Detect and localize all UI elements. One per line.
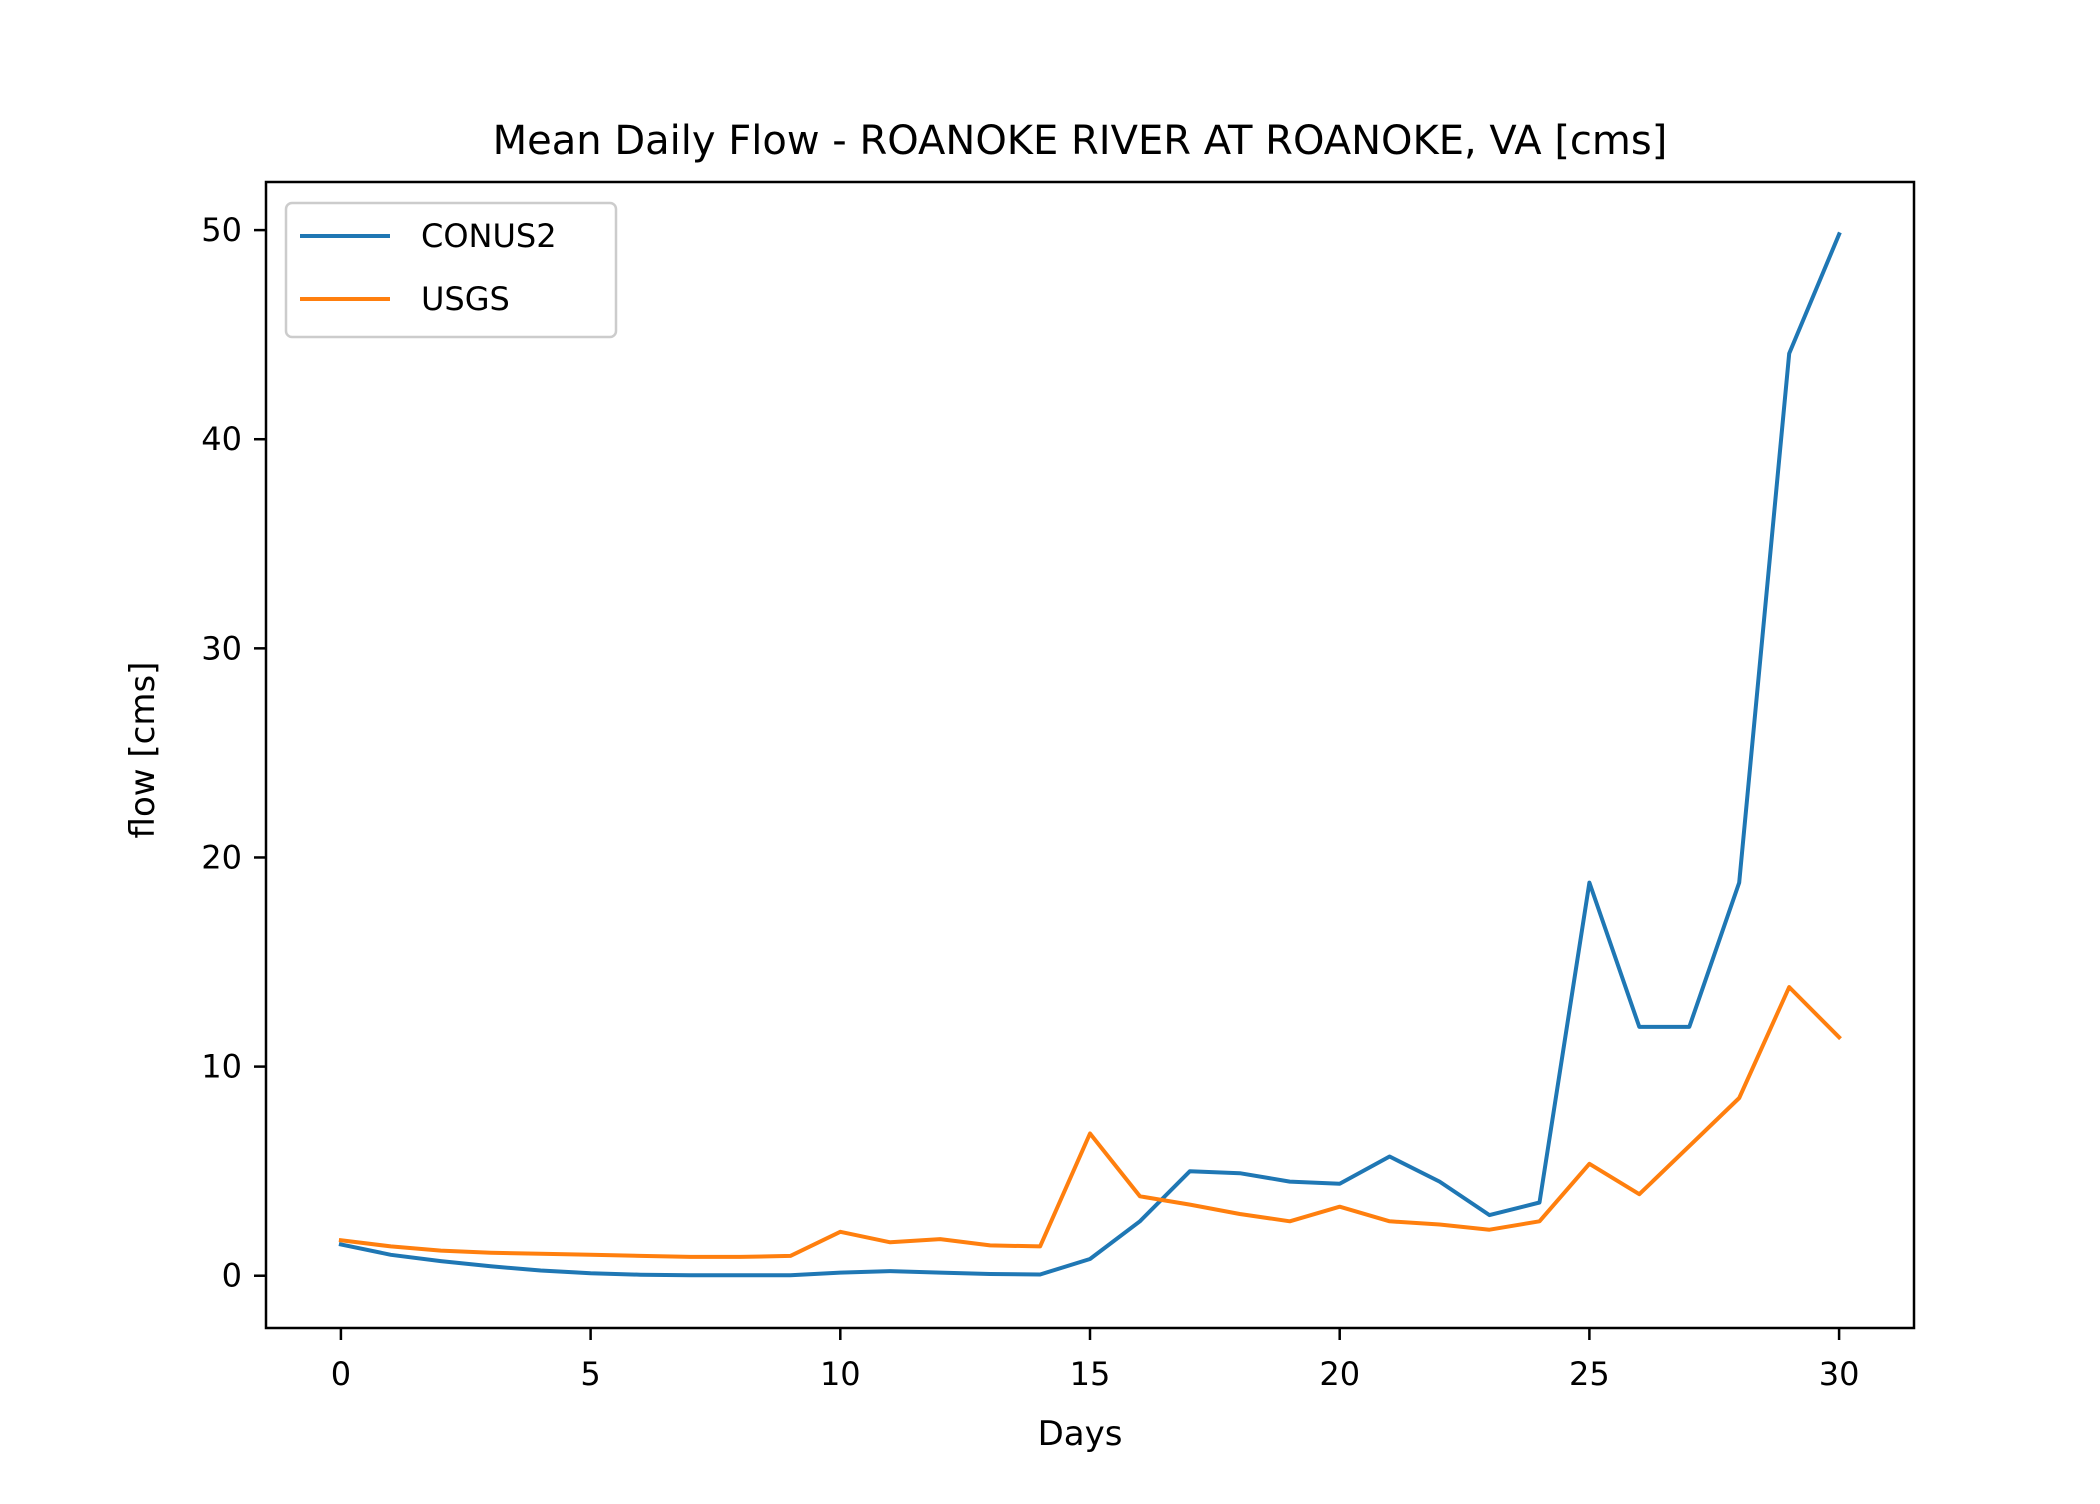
series-line-usgs [338, 985, 1842, 1259]
y-axis-label: flow [cms] [123, 662, 163, 839]
legend-label-conus2: CONUS2 [421, 217, 557, 255]
y-tick-label: 20 [201, 838, 242, 876]
y-tick-label: 30 [201, 629, 242, 667]
y-tick-label: 10 [201, 1048, 242, 1086]
y-tick-label: 50 [201, 211, 242, 249]
legend-label-usgs: USGS [421, 280, 510, 318]
x-tick-label: 10 [820, 1355, 861, 1393]
series-line-conus2 [338, 231, 1842, 1278]
plot-frame [264, 180, 1916, 1330]
x-tick-label: 5 [580, 1355, 600, 1393]
legend: CONUS2 USGS [284, 201, 618, 339]
y-tick-label: 40 [201, 420, 242, 458]
x-tick-label: 15 [1070, 1355, 1111, 1393]
x-tick-label: 20 [1319, 1355, 1360, 1393]
chart-title: Mean Daily Flow - ROANOKE RIVER AT ROANO… [493, 118, 1668, 164]
x-tick-label: 25 [1569, 1355, 1610, 1393]
plot-area: 0 5 10 15 20 25 30 0 10 20 30 40 50 CONUS2 USGS [201, 180, 1916, 1393]
x-tick-label: 30 [1819, 1355, 1860, 1393]
y-tick-label: 0 [222, 1257, 242, 1295]
x-axis-label: Days [1038, 1414, 1123, 1454]
x-tick-label: 0 [331, 1355, 351, 1393]
